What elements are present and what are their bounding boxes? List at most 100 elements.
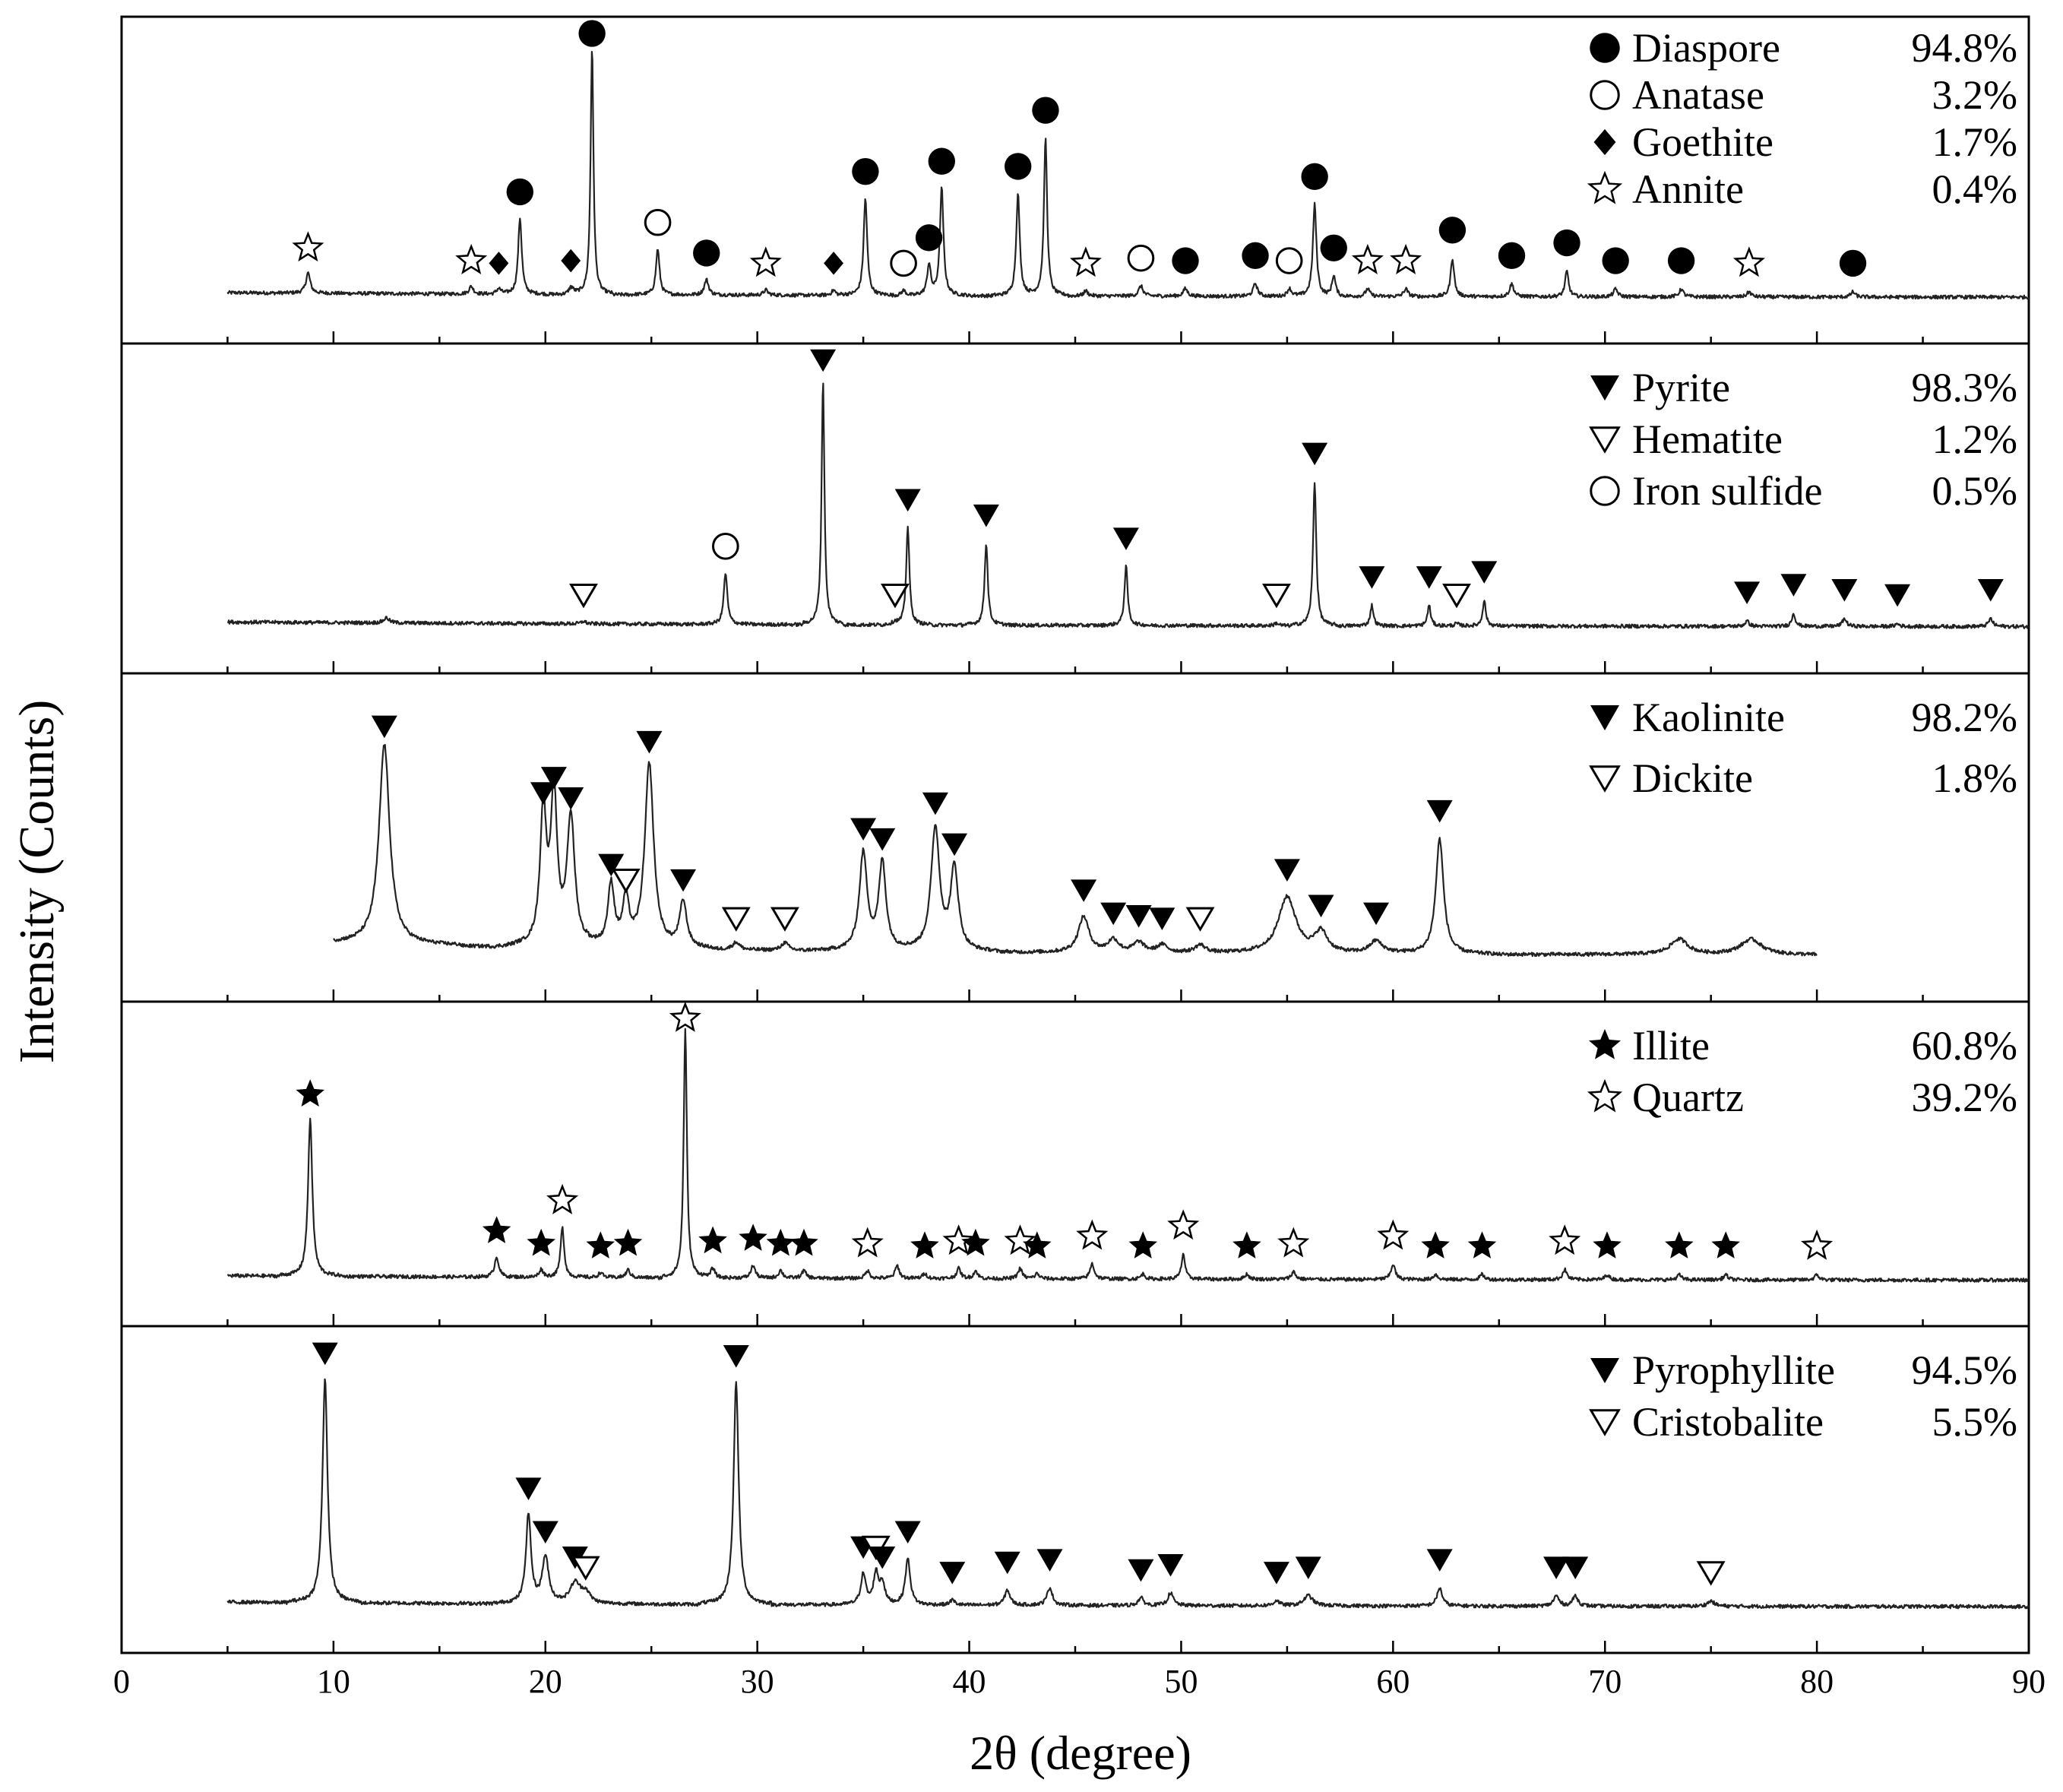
peak-marker-open-star <box>1069 246 1102 277</box>
legend-marker-open-star <box>1587 170 1623 204</box>
peak-marker-open-star <box>1351 243 1384 274</box>
legend-marker-filled-star <box>1589 1029 1621 1059</box>
peak-marker-open-star <box>1277 1227 1310 1258</box>
peak-marker-filled-down-triangle <box>1036 1549 1063 1572</box>
xrd-pattern-line <box>226 51 2030 300</box>
peak-marker-filled-down-triangle <box>1112 527 1139 550</box>
x-tick-label: 60 <box>1376 1663 1410 1700</box>
x-tick-label: 90 <box>2012 1663 2046 1700</box>
peak-marker-filled-down-triangle <box>894 1521 921 1544</box>
peak-marker-filled-down-triangle <box>1426 799 1453 823</box>
legend-phase-name: Pyrite <box>1632 365 1730 410</box>
peak-marker-filled-down-triangle <box>540 767 567 790</box>
panel-kaolinite-sample: Kaolinite 98.2% Dickite 1.8% <box>120 672 2030 1003</box>
peak-marker-open-star <box>1549 1224 1581 1255</box>
peak-marker-filled-circle <box>693 239 720 267</box>
peak-marker-filled-down-triangle <box>1363 902 1390 926</box>
peak-marker-filled-diamond <box>561 249 581 273</box>
peak-marker-filled-star <box>961 1228 990 1256</box>
legend-marker-open-circle <box>1590 476 1620 506</box>
peak-marker-open-down-triangle <box>1262 583 1291 609</box>
peak-marker-filled-circle <box>915 224 943 252</box>
peak-marker-filled-star <box>1232 1231 1261 1259</box>
peak-marker-open-down-triangle <box>770 907 799 932</box>
peak-marker-filled-down-triangle <box>1359 566 1385 589</box>
peak-marker-filled-star <box>766 1228 796 1256</box>
legend-phase-name: Annite <box>1632 166 1744 212</box>
peak-marker-filled-circle <box>1005 153 1032 180</box>
legend-marker-filled-down-triangle <box>1590 1358 1619 1384</box>
legend-marker-open-down-triangle <box>1589 426 1621 454</box>
legend-phase-name: Diaspore <box>1632 25 1780 71</box>
legend-marker-filled-down-triangle <box>1590 705 1619 731</box>
legend-marker-filled-circle <box>1590 33 1620 63</box>
peak-markers <box>371 715 1453 932</box>
legend-percent: 0.5% <box>1932 468 2017 514</box>
peak-marker-open-down-triangle <box>611 869 641 894</box>
peak-marker-filled-circle <box>1320 234 1347 261</box>
peak-marker-filled-diamond <box>824 252 843 275</box>
peak-marker-filled-down-triangle <box>850 818 877 841</box>
legend-phase-name: Hematite <box>1632 416 1783 462</box>
peak-marker-filled-down-triangle <box>1562 1556 1589 1579</box>
legend-percent: 94.8% <box>1912 25 2017 71</box>
peak-marker-filled-down-triangle <box>973 504 999 527</box>
peak-marker-filled-down-triangle <box>1263 1562 1289 1585</box>
peak-marker-filled-star <box>1665 1231 1694 1259</box>
peak-marker-open-circle <box>1127 244 1155 272</box>
peak-marker-open-star <box>1004 1224 1036 1255</box>
legend-percent: 5.5% <box>1932 1399 2017 1445</box>
peak-marker-filled-circle <box>1602 247 1629 274</box>
peak-marker-filled-down-triangle <box>1416 566 1442 589</box>
legend-phase-name: Dickite <box>1632 755 1753 801</box>
x-tick-label: 30 <box>741 1663 774 1700</box>
peak-marker-filled-down-triangle <box>941 833 968 856</box>
peak-marker-open-star <box>749 246 782 277</box>
legend-phase-name: Kaolinite <box>1632 695 1785 740</box>
peak-marker-filled-down-triangle <box>1157 1554 1184 1577</box>
legend-marker-filled-down-triangle <box>1590 375 1619 401</box>
x-tick-label: 80 <box>1800 1663 1834 1700</box>
peak-marker-filled-down-triangle <box>1071 879 1097 902</box>
legend-marker-open-down-triangle <box>1589 765 1621 793</box>
peak-marker-open-down-triangle <box>571 1556 600 1581</box>
peak-marker-open-star <box>942 1224 975 1255</box>
peak-marker-filled-down-triangle <box>1543 1556 1570 1579</box>
peak-markers <box>292 20 1867 277</box>
peak-marker-open-star <box>1167 1209 1200 1240</box>
x-tick-label: 70 <box>1588 1663 1622 1700</box>
peak-marker-open-circle <box>644 208 672 236</box>
peak-marker-filled-star <box>1711 1231 1740 1259</box>
x-axis: 0 10 20 30 40 50 60 70 80 90 <box>113 1663 2046 1700</box>
legend-phase-name: Anatase <box>1632 72 1764 118</box>
peak-marker-filled-down-triangle <box>515 1477 542 1501</box>
legend-percent: 3.2% <box>1932 72 2017 118</box>
legend-percent: 1.7% <box>1932 119 2017 165</box>
peak-marker-filled-circle <box>1553 229 1580 257</box>
peak-marker-filled-down-triangle <box>869 828 896 851</box>
peak-marker-filled-circle <box>1032 97 1059 124</box>
legend-percent: 1.2% <box>1932 416 2017 462</box>
peak-marker-filled-down-triangle <box>532 1521 558 1544</box>
xrd-pattern-line <box>226 382 2030 629</box>
xrd-pattern-line <box>226 1027 2030 1283</box>
peak-marker-filled-down-triangle <box>1302 442 1328 466</box>
peak-marker-filled-star <box>1128 1231 1157 1259</box>
peak-marker-filled-down-triangle <box>371 715 397 739</box>
peak-markers <box>296 1001 1834 1260</box>
legend-percent: 1.8% <box>1932 755 2017 801</box>
legend-illite-sample: Illite 60.8% Quartz 39.2% <box>1587 1023 2017 1120</box>
peak-marker-filled-down-triangle <box>558 787 584 810</box>
legend-phase-name: Iron sulfide <box>1632 468 1822 514</box>
peak-marker-filled-down-triangle <box>939 1562 966 1585</box>
peak-marker-open-star <box>1390 243 1422 274</box>
peak-marker-filled-down-triangle <box>1100 902 1127 926</box>
peak-marker-filled-down-triangle <box>1149 907 1175 930</box>
legend-marker-open-star <box>1587 1078 1623 1113</box>
peak-marker-filled-star <box>1593 1231 1622 1259</box>
peak-marker-open-star <box>1801 1229 1834 1260</box>
peak-markers <box>312 1342 1726 1586</box>
peak-marker-filled-star <box>739 1224 767 1251</box>
